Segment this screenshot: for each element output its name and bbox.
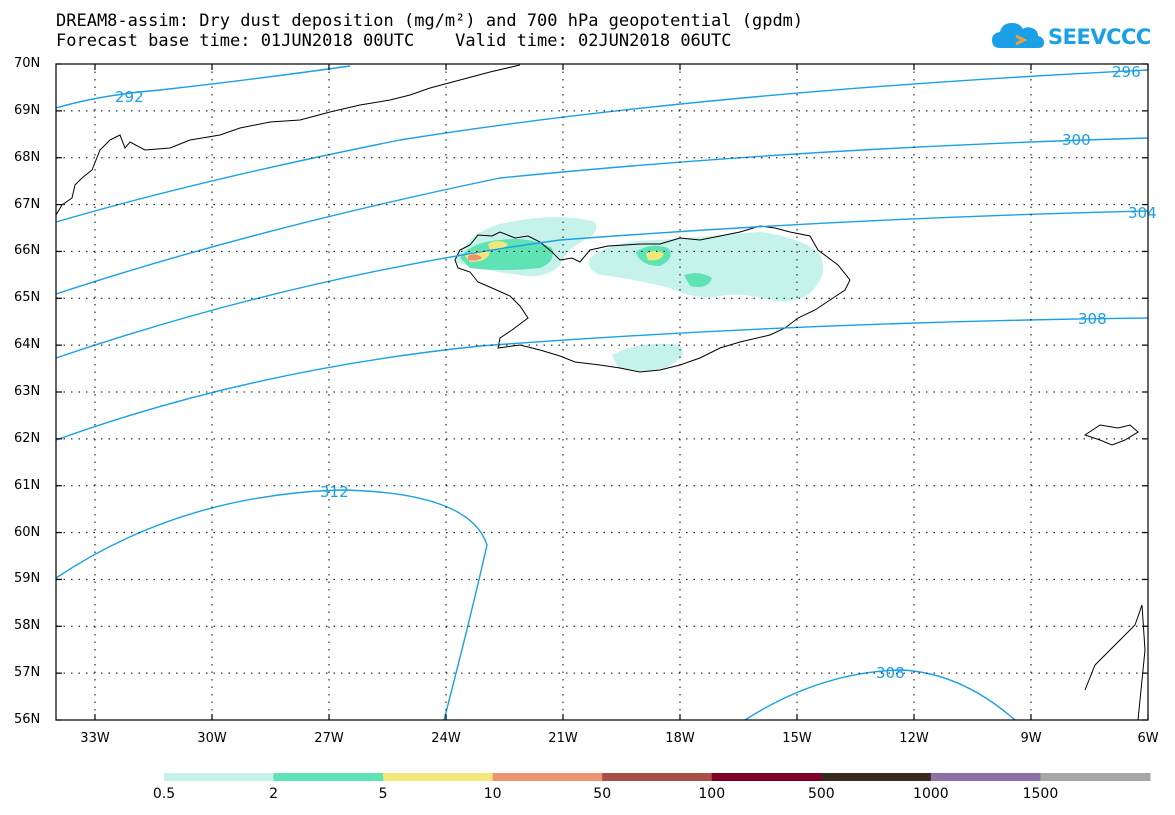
latitude-label: 60N [14, 524, 41, 540]
latitude-label: 59N [14, 571, 41, 587]
longitude-label: 9W [1020, 731, 1042, 746]
map-subtitle: Forecast base time: 01JUN2018 00UTC Vali… [56, 31, 732, 51]
colorbar-label: 50 [593, 786, 612, 802]
contour-label-308-north: 308 [1078, 310, 1107, 328]
longitude-label: 21W [548, 731, 578, 746]
colorbar-swatch [492, 773, 603, 781]
latitude-label: 69N [14, 102, 41, 118]
colorbar-label: 100 [698, 786, 726, 802]
longitude-label: 6W [1137, 731, 1159, 746]
geopotential-contours [55, 65, 1149, 721]
colorbar-swatch [711, 773, 822, 781]
latitude-label: 57N [14, 665, 41, 681]
longitude-label: 24W [431, 731, 461, 746]
longitude-label: 27W [314, 731, 344, 746]
colorbar-swatch [383, 773, 494, 781]
contour-label-300: 300 [1062, 131, 1091, 149]
longitude-label: 15W [782, 731, 812, 746]
colorbar-swatch [164, 773, 275, 781]
colorbar-label: 500 [807, 786, 835, 802]
cloud-logo-icon [992, 23, 1044, 48]
latitude-label: 66N [14, 243, 41, 259]
contour-label-308-south: 308 [876, 664, 905, 682]
longitude-label: 30W [197, 731, 227, 746]
colorbar-label: 10 [483, 786, 502, 802]
longitude-label: 33W [80, 731, 110, 746]
colorbar-swatch [1040, 773, 1151, 781]
colorbar-swatch [273, 773, 384, 781]
latitude-label: 64N [14, 337, 41, 353]
longitude-label: 18W [665, 731, 695, 746]
colorbar-label: 2 [269, 786, 279, 802]
latitude-label: 70N [14, 56, 41, 71]
contour-labels: 292 296 300 304 308 312 308 [115, 63, 1157, 682]
map-title: DREAM8-assim: Dry dust deposition (mg/m²… [56, 11, 804, 31]
colorbar [164, 773, 1151, 781]
dust-deposition-field [455, 217, 824, 371]
latitude-label: 58N [14, 618, 41, 634]
latitude-label: 62N [14, 430, 41, 446]
logo-text: SEEVCCC [1048, 25, 1151, 49]
colorbar-swatch [821, 773, 932, 781]
contour-label-312: 312 [320, 483, 349, 501]
latitude-label: 65N [14, 290, 41, 306]
latitude-label: 63N [14, 384, 41, 399]
coastlines [55, 64, 1146, 721]
latitude-label: 67N [14, 196, 41, 212]
contour-label-304: 304 [1128, 204, 1157, 222]
contour-label-296: 296 [1112, 63, 1141, 81]
colorbar-label: 1000 [913, 786, 949, 802]
seevccc-logo: SEEVCCC [990, 18, 1151, 58]
longitude-label: 12W [899, 731, 929, 746]
graticule [56, 63, 1149, 721]
colorbar-swatch [930, 773, 1041, 781]
map-frame [55, 63, 1149, 721]
latitude-label: 68N [14, 149, 41, 165]
latitude-label: 56N [14, 712, 41, 727]
colorbar-label: 1500 [1022, 786, 1059, 802]
latitude-label: 61N [14, 477, 41, 493]
contour-label-292: 292 [115, 88, 144, 106]
colorbar-label: 0.5 [152, 786, 176, 802]
colorbar-label: 5 [378, 786, 388, 802]
colorbar-swatch [602, 773, 713, 781]
